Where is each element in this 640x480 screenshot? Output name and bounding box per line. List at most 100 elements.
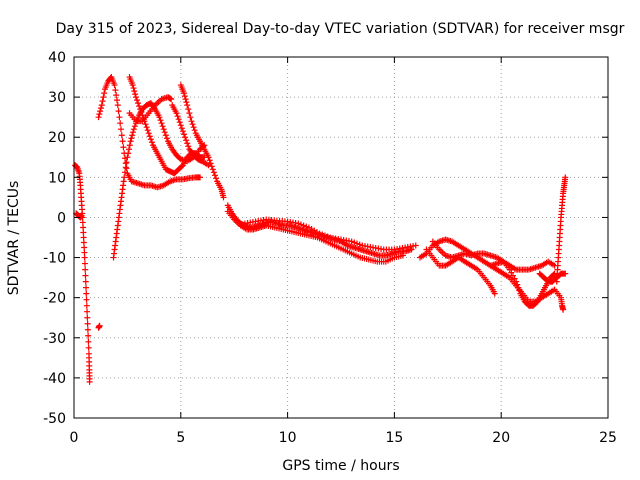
data-point: [81, 260, 88, 267]
data-point: [506, 266, 513, 273]
data-point: [96, 322, 103, 329]
data-point: [81, 249, 88, 256]
x-tick-label: 20: [492, 430, 510, 446]
data-point: [147, 136, 154, 143]
x-tick-label: 0: [70, 430, 79, 446]
data-point: [182, 134, 189, 141]
series-early-dot: [95, 322, 103, 331]
data-point: [84, 314, 91, 321]
data-point: [412, 242, 419, 249]
data-point: [158, 120, 165, 127]
data-point: [144, 127, 151, 134]
data-point: [120, 144, 127, 151]
data-point: [178, 163, 185, 170]
data-point: [138, 109, 145, 116]
data-point: [83, 290, 90, 297]
data-point: [122, 160, 129, 167]
data-point: [81, 254, 88, 261]
data-point: [83, 284, 90, 291]
data-point: [213, 175, 220, 182]
data-marks: [72, 74, 569, 385]
series-early-drop: [72, 162, 93, 385]
data-point: [80, 234, 87, 241]
data-point: [123, 159, 130, 166]
data-point: [118, 132, 125, 139]
axis-ticks: -50 -40 -30 -20 -10 0 10 20 30 40 0 5 10 15 20 25: [43, 50, 617, 446]
data-point: [148, 139, 155, 146]
data-point: [210, 169, 217, 176]
series-rise-left: [95, 74, 204, 191]
data-point: [220, 194, 227, 201]
data-point: [491, 290, 498, 297]
data-point: [189, 121, 196, 128]
data-point: [185, 143, 192, 150]
data-point: [206, 157, 213, 164]
data-point: [173, 110, 180, 117]
data-point: [96, 111, 103, 118]
data-point: [181, 93, 188, 100]
data-point: [123, 165, 130, 172]
data-point: [126, 142, 133, 149]
data-point: [99, 98, 106, 105]
data-point: [101, 90, 108, 97]
data-point: [163, 135, 170, 142]
data-point: [129, 82, 136, 89]
data-point: [160, 126, 167, 133]
data-point: [208, 163, 215, 170]
data-point: [562, 270, 569, 277]
y-tick-label: 0: [57, 210, 66, 226]
data-point: [185, 106, 192, 113]
data-point: [112, 87, 119, 94]
data-point: [113, 97, 120, 104]
data-point: [126, 146, 133, 153]
series-loop-c: [169, 102, 212, 169]
data-point: [508, 269, 515, 276]
data-point: [135, 100, 142, 107]
y-tick-label: -40: [43, 371, 66, 387]
data-point: [176, 119, 183, 126]
y-tick-label: 20: [48, 130, 66, 146]
series-loop-b: [126, 94, 175, 125]
data-point: [82, 278, 89, 285]
data-point: [132, 94, 139, 101]
data-point: [182, 96, 189, 103]
data-point: [168, 96, 175, 103]
data-point: [114, 102, 121, 109]
data-point: [113, 92, 120, 99]
data-point: [187, 114, 194, 121]
data-point: [134, 97, 141, 104]
data-point: [97, 105, 104, 112]
data-point: [175, 116, 182, 123]
data-point: [186, 110, 193, 117]
y-tick-label: -10: [43, 251, 66, 267]
data-point: [177, 122, 184, 129]
data-point: [178, 125, 185, 132]
data-point: [115, 108, 122, 115]
data-point: [117, 126, 124, 133]
data-point: [98, 102, 105, 109]
data-point: [100, 94, 107, 101]
data-point: [128, 135, 135, 142]
data-point: [562, 174, 569, 181]
data-point: [131, 88, 138, 95]
series-end-rise: [553, 174, 569, 285]
data-point: [184, 102, 191, 109]
series-late-5: [536, 270, 569, 285]
grid-lines: [74, 57, 608, 418]
data-point: [127, 138, 134, 145]
y-tick-label: 10: [48, 170, 66, 186]
x-tick-label: 25: [599, 430, 617, 446]
data-point: [80, 224, 87, 231]
data-point: [157, 117, 164, 124]
data-point: [131, 123, 138, 130]
data-point: [188, 118, 195, 125]
data-point: [116, 114, 123, 121]
series-decline-2: [224, 208, 406, 265]
data-point: [117, 120, 124, 127]
data-point: [79, 219, 86, 226]
data-point: [80, 239, 87, 246]
y-tick-label: -20: [43, 291, 66, 307]
data-point: [162, 132, 169, 139]
data-point: [509, 272, 516, 279]
